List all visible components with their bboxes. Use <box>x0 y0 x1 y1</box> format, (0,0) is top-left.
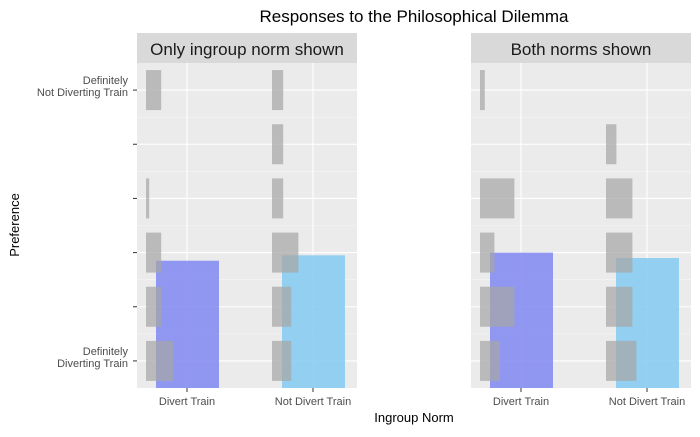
distribution-bar <box>480 340 500 381</box>
distribution-bar <box>146 232 162 273</box>
y-axis-label: Preference <box>7 193 22 257</box>
distribution-bar <box>480 70 485 111</box>
facet-strip <box>137 33 357 63</box>
distribution-bar <box>272 70 284 111</box>
facet-strip <box>471 33 691 63</box>
x-tick-label: Not Divert Train <box>609 396 685 408</box>
distribution-bar <box>146 340 174 381</box>
y-tick-label-line: Diverting Train <box>57 358 128 370</box>
x-axis-label: Ingroup Norm <box>374 410 453 425</box>
distribution-bar <box>272 178 284 219</box>
chart-title: Responses to the Philosophical Dilemma <box>260 7 570 26</box>
distribution-bar <box>272 232 299 273</box>
y-tick-label: Definitely Diverting Train <box>57 346 128 370</box>
facet-title: Both norms shown <box>511 40 652 59</box>
facet-panels: Only ingroup norm shown Divert Train Not D… <box>137 33 691 408</box>
y-tick-label-line: Definitely <box>83 346 129 358</box>
y-tick-label-line: Definitely <box>83 75 129 87</box>
distribution-bar <box>480 232 495 273</box>
y-tick-label-line: Not Diverting Train <box>37 87 128 99</box>
distribution-bar <box>480 178 515 219</box>
distribution-bar <box>480 286 515 327</box>
facet-panel: Both norms shown Divert Train Not Divert T… <box>471 33 691 408</box>
distribution-bar <box>606 178 633 219</box>
distribution-bar <box>146 178 150 219</box>
y-tick-label: Definitely Not Diverting Train <box>37 75 129 99</box>
facet-panel: Only ingroup norm shown Divert Train Not D… <box>137 33 357 408</box>
distribution-bar <box>606 340 637 381</box>
distribution-bar <box>146 70 162 111</box>
distribution-bar <box>606 124 617 165</box>
distribution-bar <box>272 340 292 381</box>
distribution-bar <box>272 124 284 165</box>
distribution-bar <box>606 232 633 273</box>
distribution-bar <box>146 286 162 327</box>
distribution-bar <box>606 286 633 327</box>
facet-title: Only ingroup norm shown <box>150 40 344 59</box>
mean-bar <box>282 255 345 388</box>
x-tick-label: Divert Train <box>493 396 549 408</box>
distribution-bar <box>272 286 292 327</box>
x-tick-label: Not Divert Train <box>275 396 351 408</box>
x-tick-label: Divert Train <box>159 396 215 408</box>
